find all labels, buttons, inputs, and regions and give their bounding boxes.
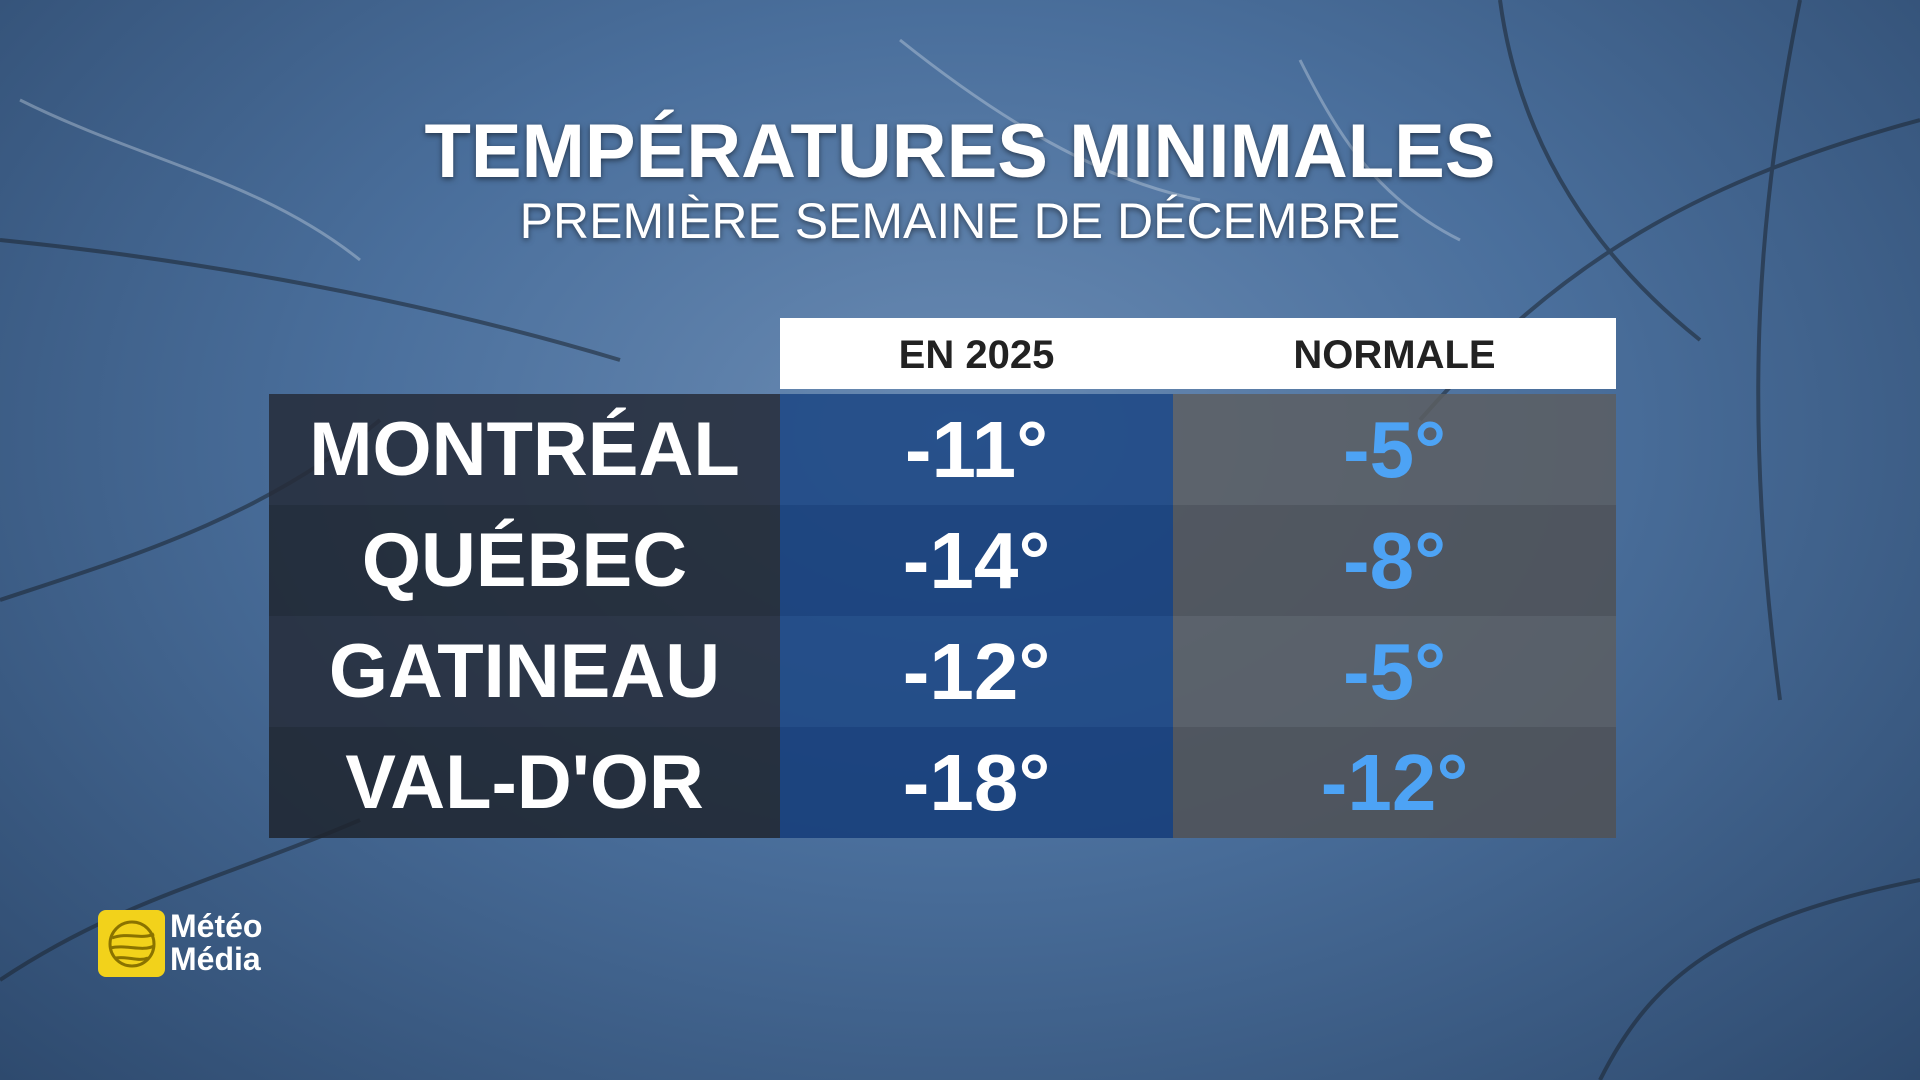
header-background — [780, 318, 1616, 389]
city-name: MONTRÉAL — [269, 394, 780, 505]
temperature-2025: -12° — [780, 616, 1173, 727]
temperature-normal: -8° — [1173, 505, 1616, 616]
city-name: GATINEAU — [269, 616, 780, 727]
logo-icon — [98, 910, 165, 977]
subtitle: PREMIÈRE SEMAINE DE DÉCEMBRE — [519, 193, 1401, 249]
temperature-normal: -12° — [1173, 727, 1616, 838]
logo-globe — [108, 920, 156, 968]
column-header: EN 2025 — [898, 333, 1055, 377]
city-name: QUÉBEC — [269, 505, 780, 616]
logo-line: Média — [170, 941, 261, 977]
column-header: NORMALE — [1293, 333, 1496, 377]
logo-line: Météo — [170, 908, 263, 944]
temperature-normal: -5° — [1173, 616, 1616, 727]
title: TEMPÉRATURES MINIMALES — [424, 109, 1496, 194]
temperature-2025: -11° — [780, 394, 1173, 505]
logo-text: Météo Média — [170, 910, 262, 976]
temperature-2025: -18° — [780, 727, 1173, 838]
temperature-normal: -5° — [1173, 394, 1616, 505]
temperature-2025: -14° — [780, 505, 1173, 616]
city-name: VAL-D'OR — [269, 727, 780, 838]
